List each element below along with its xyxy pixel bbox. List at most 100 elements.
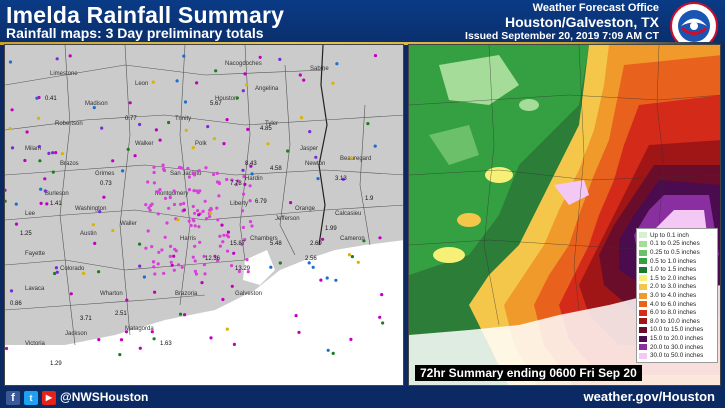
legend-swatch [639,292,647,299]
website-link[interactable]: weather.gov/Houston [583,389,715,404]
station-dot [226,230,230,234]
station-dot [14,222,19,226]
station-dot [193,224,197,228]
station-dot [187,175,191,179]
legend-swatch [639,344,647,351]
station-dot [39,201,43,205]
station-dot [218,244,222,248]
station-dot [121,169,125,173]
station-dot [144,246,148,250]
twitter-icon[interactable]: t [24,391,38,405]
youtube-icon[interactable]: ▶ [42,391,56,405]
station-dot [243,182,247,186]
station-dot [156,190,160,194]
station-dot [152,170,156,175]
station-dot [246,270,250,274]
county-label: Lavaca [25,286,45,292]
station-dot [218,234,222,238]
station-value: 0.41 [45,96,57,102]
facebook-icon[interactable]: f [6,391,20,405]
station-dot [154,128,158,132]
legend-swatch [639,258,647,265]
legend-label: 4.0 to 6.0 inches [650,300,697,308]
station-dot [311,265,315,269]
station-dot [193,211,197,215]
station-dot [169,260,173,264]
issued-time: Issued September 20, 2019 7:09 AM CT [465,30,659,42]
station-dot [214,69,218,73]
station-dot [278,261,282,265]
station-value: 0.77 [125,116,137,122]
station-dot [161,163,165,167]
station-dot [194,272,198,276]
legend-item: 1.5 to 2.0 inches [639,274,715,283]
station-dot [380,293,384,297]
station-dot [82,271,86,275]
station-dot [191,171,195,175]
station-dot [69,292,73,296]
station-dot [215,206,219,210]
legend-label: 15.0 to 20.0 inches [650,335,704,343]
station-value: 4.85 [260,126,272,132]
station-dot [331,81,335,85]
gulf-water [5,240,403,385]
station-dot [187,219,191,223]
station-dot [200,281,204,285]
station-dot [150,245,154,249]
station-dot [222,142,226,146]
station-dot [373,144,377,148]
legend-swatch [639,318,647,325]
social-handle[interactable]: @NWSHouston [60,390,149,404]
state-border [318,45,328,246]
station-dot [160,248,164,252]
station-rainfall-map: Limestone Leon Houston Trinity Polk Tyle… [4,44,404,386]
county-label: Newton [305,161,325,167]
station-dot [149,204,153,208]
station-dot [138,122,142,127]
station-dot [297,330,301,334]
station-dot [349,337,353,341]
station-dot [179,202,183,206]
legend-swatch [639,275,647,282]
station-dot [144,203,148,207]
station-dot [177,263,181,267]
station-dot [258,55,262,59]
station-dot [182,54,186,58]
station-dot [208,215,212,219]
station-dots [5,54,385,357]
county-label: Lee [25,211,36,217]
station-dot [378,315,382,319]
station-dot [142,275,146,279]
legend-item: 0.5 to 1.0 inches [639,257,715,266]
station-dot [221,297,225,302]
station-value: 12.36 [205,256,221,262]
station-dot [331,351,335,355]
station-dot [158,188,162,192]
legend-swatch [639,283,647,290]
station-dot [8,127,12,131]
station-dot [319,278,323,282]
station-dot [213,254,217,258]
station-values: 5.67 7.78 8.43 4.58 6.79 5.48 4.85 3.13 … [10,96,374,367]
station-dot [183,100,188,104]
station-dot [150,330,154,334]
station-dot [243,238,247,242]
legend-item: 3.0 to 4.0 inches [639,291,715,300]
station-dot [168,254,172,258]
rainfall-analysis-map: Up to 0.1 inch 0.1 to 0.25 inches 0.25 to … [408,44,721,386]
station-dot [162,167,166,171]
station-dot [153,290,157,294]
station-dot [225,177,229,182]
station-dot [138,346,142,350]
station-dot [39,187,43,191]
station-dot [124,330,129,334]
station-dot [195,81,199,85]
county-label: Beauregard [340,156,371,162]
station-dot [286,149,290,153]
legend-label: 0.25 to 0.5 inches [650,249,700,257]
station-dot [156,212,160,216]
station-dot [289,201,293,205]
station-dot [146,180,150,184]
legend-label: 1.0 to 1.5 inches [650,266,697,274]
station-dot [321,237,325,241]
